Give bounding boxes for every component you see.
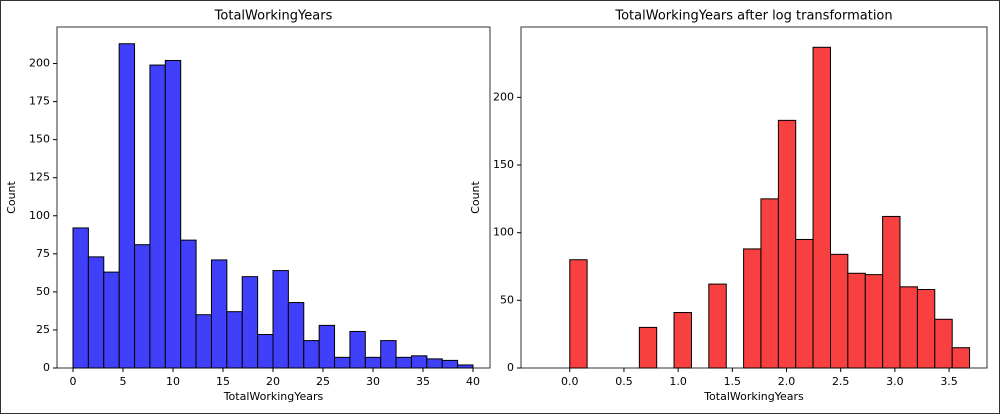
x-tick-label: 3.0 [886, 375, 904, 388]
x-tick-label: 2.0 [778, 375, 796, 388]
x-tick-label: 25 [316, 375, 330, 388]
bar [882, 215, 901, 369]
axes-frame [520, 26, 988, 369]
bar [934, 318, 953, 369]
x-tick-label: 0 [70, 375, 77, 388]
bar [180, 239, 197, 369]
y-tick-label: 200 [29, 57, 50, 70]
y-axis-label: Count [5, 180, 18, 213]
bar [916, 289, 936, 369]
x-tick-label: 0.0 [561, 375, 579, 388]
y-tick-label: 75 [36, 247, 50, 260]
x-tick-label: 20 [266, 375, 280, 388]
y-tick-label: 25 [36, 323, 50, 336]
bar [334, 356, 351, 369]
bar [134, 244, 151, 369]
bar [257, 334, 274, 369]
bar [226, 311, 243, 369]
x-tick-label: 2.5 [832, 375, 850, 388]
bar [103, 271, 120, 369]
y-tick-label: 175 [29, 95, 50, 108]
bar [380, 340, 397, 369]
bar [441, 359, 459, 369]
x-tick-label: 1.5 [724, 375, 742, 388]
y-tick-label: 100 [493, 226, 514, 239]
x-tick-label: 3.5 [940, 375, 958, 388]
bar [708, 283, 727, 369]
bar [899, 286, 918, 369]
x-tick-label: 0.5 [615, 375, 633, 388]
x-axis-label: TotalWorkingYears [703, 390, 804, 403]
bar [830, 253, 849, 369]
bar [777, 119, 797, 369]
x-tick-label: 10 [166, 375, 180, 388]
bar [812, 46, 832, 369]
y-tick-label: 200 [493, 90, 514, 103]
y-tick-label: 125 [29, 171, 50, 184]
chart-title: TotalWorkingYears [214, 9, 333, 24]
x-tick-label: 5 [120, 375, 127, 388]
bar [72, 227, 89, 369]
bar [951, 347, 971, 369]
x-tick-label: 40 [466, 375, 480, 388]
bar [760, 198, 779, 369]
y-tick-label: 0 [507, 361, 514, 374]
x-tick-label: 15 [216, 375, 230, 388]
bar [457, 364, 474, 369]
bar [364, 356, 382, 369]
bar [847, 272, 866, 369]
y-tick-label: 50 [36, 285, 50, 298]
x-axis-label: TotalWorkingYears [223, 390, 324, 403]
bar [569, 259, 588, 369]
bar [395, 356, 412, 369]
bar [638, 326, 658, 369]
y-tick-label: 100 [29, 209, 50, 222]
bar [795, 238, 814, 369]
x-tick-label: 30 [366, 375, 380, 388]
bar [318, 324, 336, 369]
bar [149, 64, 166, 369]
bar [164, 59, 182, 369]
bar [349, 330, 366, 369]
bar [864, 274, 884, 369]
bar [241, 276, 259, 369]
y-tick-label: 50 [500, 293, 514, 306]
y-tick-label: 150 [29, 133, 50, 146]
bar [743, 248, 762, 369]
y-tick-label: 150 [493, 158, 514, 171]
y-tick-label: 0 [43, 361, 50, 374]
bar [287, 302, 305, 369]
bar [272, 270, 289, 369]
bar [195, 314, 212, 369]
bar [303, 340, 320, 369]
y-axis-label: Count [469, 180, 482, 213]
x-tick-label: 1.0 [669, 375, 687, 388]
bar [673, 312, 692, 369]
bar [426, 358, 443, 369]
bar [210, 259, 228, 369]
bar [410, 355, 428, 369]
axes-frame [56, 26, 491, 369]
bar [118, 43, 136, 369]
bar [87, 256, 105, 369]
x-tick-label: 35 [416, 375, 430, 388]
chart-title: TotalWorkingYears after log transformati… [614, 9, 892, 24]
